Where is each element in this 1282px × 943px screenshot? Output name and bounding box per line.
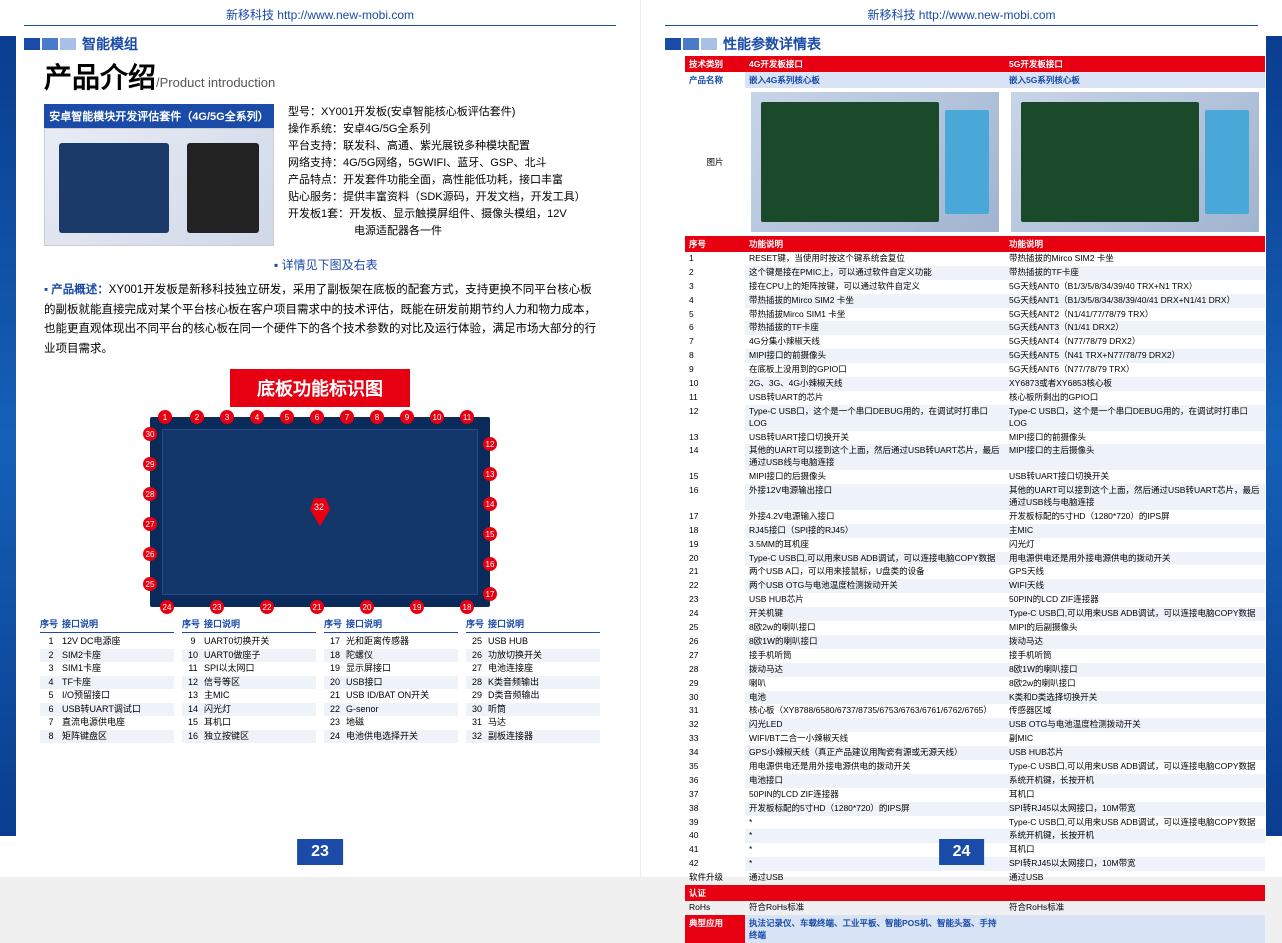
product-overview: 产品概述：XY001开发板是新移科技独立研发，采用了副板架在底板的配套方式，支持… — [44, 281, 596, 359]
header-left: 新移科技 http://www.new-mobi.com — [24, 0, 616, 26]
page-number: 24 — [939, 839, 985, 865]
kit-image — [44, 128, 274, 246]
page-number: 23 — [297, 839, 343, 865]
chip-image-4g — [751, 92, 999, 232]
spec-list: 型号：XY001开发板(安卓智能核心板评估套件)操作系统：安卓4G/5G全系列平… — [288, 104, 616, 246]
section-title-left: 智能模组 — [24, 34, 616, 54]
section-title-right: 性能参数详情表 — [665, 34, 1258, 54]
kit-header: 安卓智能模块开发评估套件（4G/5G全系列） — [44, 104, 274, 128]
board-diagram: 1234567891011121314151617181920212223242… — [150, 417, 490, 607]
chip-image-5g — [1011, 92, 1259, 232]
red-banner: 底板功能标识图 — [230, 369, 410, 407]
interface-table: 序号接口说明112V DC电源座2SIM2卡座3SIM1卡座4TF卡座5I/O预… — [40, 617, 600, 743]
spec-table: 技术类别 4G开发板接口 5G开发板接口 产品名称 嵌入4G系列核心板 嵌入5G… — [685, 56, 1265, 943]
detail-note: 详情见下图及右表 — [274, 256, 616, 273]
header-right: 新移科技 http://www.new-mobi.com — [665, 0, 1258, 26]
page-title: 产品介绍/Product introduction — [44, 56, 616, 96]
